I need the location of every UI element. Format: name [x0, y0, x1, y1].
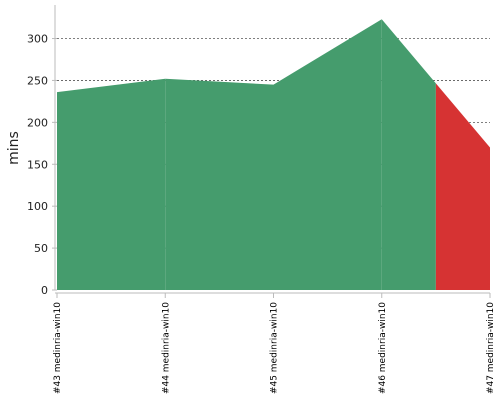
y-axis-title: mins [6, 131, 22, 165]
axes [54, 5, 490, 294]
y-axis-ticks: 0 50 100 150 200 250 300 [27, 33, 57, 297]
area-segment-success [57, 78, 166, 290]
x-tick-label: #45 medinria-win10 [270, 302, 280, 394]
x-tick-label: #43 medinria-win10 [53, 302, 63, 394]
area-segment-success [273, 19, 382, 290]
area-segment-failure [435, 83, 490, 290]
y-tick-label: 50 [34, 242, 48, 255]
y-tick-label: 200 [27, 116, 48, 129]
y-tick-label: 0 [41, 284, 48, 297]
area-series [57, 19, 490, 290]
y-tick-label: 250 [27, 74, 48, 87]
x-tick-label: #47 medinria-win10 [486, 302, 496, 394]
x-tick-label: #44 medinria-win10 [161, 302, 171, 394]
x-tick-label: #46 medinria-win10 [378, 302, 388, 394]
area-segment-success [165, 78, 274, 290]
y-tick-label: 300 [27, 33, 48, 46]
area-segment-success [381, 19, 436, 290]
x-axis-ticks: #43 medinria-win10 #44 medinria-win10 #45 … [53, 293, 496, 394]
y-tick-label: 100 [27, 200, 48, 213]
y-tick-label: 150 [27, 158, 48, 171]
